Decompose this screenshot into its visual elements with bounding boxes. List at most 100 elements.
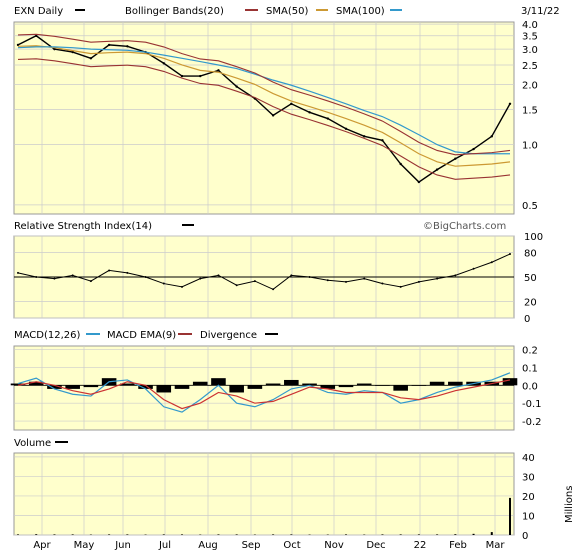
volume-y-tick: 20 [522,492,535,503]
divergence-bar [503,378,518,385]
rsi-title: Relative Strength Index(14) [14,221,152,232]
divergence-bar [393,385,408,390]
divergence-bar [357,384,372,386]
volume-bar [108,534,110,535]
price-point [399,163,401,165]
header: EXN Daily Bollinger Bands(20) SMA(50) SM… [14,6,560,17]
price-point [363,135,365,137]
price-frame [14,22,514,214]
x-tick-label: Sep [242,540,261,551]
divergence-bar [430,382,445,386]
rsi-point [145,276,147,278]
rsi-point [363,278,365,280]
rsi-point [345,281,347,283]
price-point [454,158,456,160]
price-y-tick: 1.0 [522,141,538,152]
price-point [290,103,292,105]
rsi-point [90,280,92,282]
macd-frame [14,346,514,430]
divergence-bar [412,385,427,386]
divergence-bar [193,382,208,386]
rsi-point [473,268,475,270]
price-point [491,135,493,137]
x-tick-label: Apr [33,540,51,551]
price-point [199,75,201,77]
divergence-bar [248,385,263,389]
volume-bar [236,534,238,535]
volume-bar [17,534,19,535]
x-tick-label: Oct [283,540,300,551]
rsi-y-tick: 0 [524,314,530,325]
volume-bar [163,534,165,535]
rsi-point [217,274,219,276]
volume-bar [400,534,402,535]
rsi-point [126,272,128,274]
x-tick-label: Feb [449,540,467,551]
rsi-point [436,278,438,280]
price-point [90,57,92,59]
x-tick-label: 22 [414,540,427,551]
price-point [436,168,438,170]
x-tick-label: Nov [324,540,344,551]
rsi-point [309,276,311,278]
price-point [181,75,183,77]
volume-bar [473,534,475,535]
rsi-point [17,272,19,274]
volume-y-tick: 0 [522,531,528,542]
price-y-tick: 3.0 [522,45,538,56]
rsi-point [400,286,402,288]
volume-y-tick: 40 [522,453,535,464]
divergence-bar [375,385,390,386]
sma50-label: SMA(50) [266,6,308,17]
sma100-label: SMA(100) [336,6,385,17]
rsi-y-tick: 100 [524,232,543,243]
volume-bar [345,534,347,535]
x-tick-label: Dec [366,540,385,551]
rsi-y-tick: 80 [524,248,537,259]
volume-bar [381,534,383,535]
macd-y-tick: -0.2 [522,417,542,428]
price-point [345,128,347,130]
price-y-tick: 3.5 [522,32,538,43]
price-point [108,44,110,46]
divergence-bar [229,385,244,392]
price-point [163,62,165,64]
rsi-point [181,286,183,288]
volume-bar [126,534,128,535]
x-tick-label: Mar [486,540,506,551]
volume-bar [181,534,183,535]
volume-bar [290,534,292,535]
rsi-y-tick: 20 [524,298,537,309]
divergence-bar [339,385,354,387]
volume-y-tick: 10 [522,511,535,522]
divergence-title: Divergence [200,330,257,341]
divergence-bar [156,385,171,392]
divergence-bar [84,385,99,387]
date-label: 3/11/22 [521,6,560,17]
rsi-point [290,274,292,276]
rsi-point [381,283,383,285]
rsi-point [454,274,456,276]
rsi-point [199,278,201,280]
rsi-point [272,288,274,290]
price-y-tick: 1.5 [522,105,538,116]
price-y-tick: 4.0 [522,20,538,31]
price-point [472,148,474,150]
bollinger-label: Bollinger Bands(20) [125,6,224,17]
rsi-y-tick: 50 [524,273,537,284]
price-y-tick: 2.5 [522,61,538,72]
divergence-bar [448,382,463,386]
rsi-point [254,280,256,282]
macd-y-tick: 0.1 [522,363,538,374]
rsi-point [35,276,37,278]
price-point [235,85,237,87]
rsi-point [163,283,165,285]
rsi-point [491,261,493,263]
volume-y-label: Millions [564,486,575,523]
price-point [327,117,329,119]
macd-y-tick: 0.2 [522,346,538,357]
macd-y-tick: -0.1 [522,399,542,410]
